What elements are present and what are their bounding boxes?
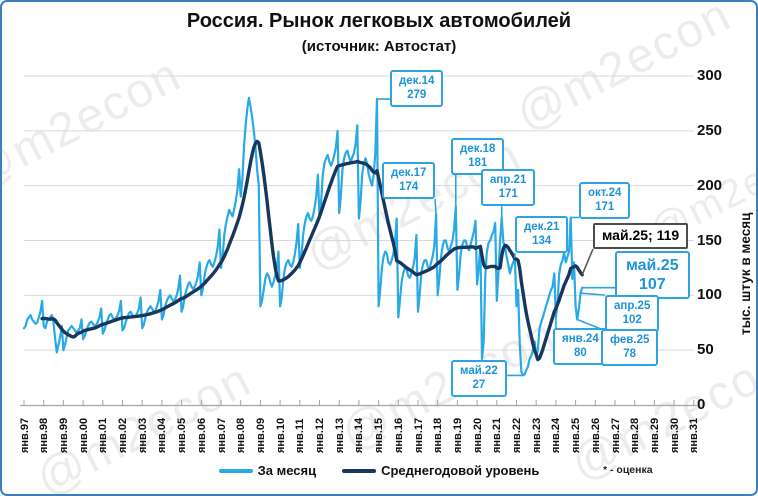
legend-item-monthly: За месяц <box>218 463 317 478</box>
legend: За месяц Среднегодовой уровень <box>2 463 756 478</box>
callout-дек.14: дек.14 279 <box>390 70 444 107</box>
x-tick-label: янв.00 <box>77 417 90 453</box>
callout-value: 27 <box>472 379 486 392</box>
callout-leader <box>580 292 606 296</box>
callout-окт.24: окт.24 171 <box>579 182 631 219</box>
callout-май.25: май.25 107 <box>615 251 690 300</box>
estimate-note: * - оценка <box>603 464 653 476</box>
x-tick-label: янв.25 <box>570 417 583 453</box>
x-tick-label: янв.19 <box>451 417 464 453</box>
x-tick-label: янв.31 <box>688 417 701 453</box>
callout-leader <box>434 198 437 215</box>
callout-value: 171 <box>595 201 615 214</box>
callout-value: 80 <box>573 347 587 360</box>
x-tick-label: янв.11 <box>294 418 307 453</box>
x-tick-label: янв.20 <box>471 417 484 453</box>
callout-value: 279 <box>407 89 427 102</box>
legend-item-annual: Среднегодовой уровень <box>342 463 539 478</box>
callout-дек.17: дек.17 174 <box>382 162 436 199</box>
callout-янв.24: янв.24 80 <box>553 328 608 365</box>
x-tick-label: янв.99 <box>57 417 70 453</box>
callout-label: окт.24 <box>588 187 622 199</box>
x-tick-label: янв.28 <box>629 417 642 453</box>
x-tick-label: янв.97 <box>18 417 31 453</box>
x-tick-label: янв.14 <box>353 417 366 453</box>
callout-value: 171 <box>498 188 518 201</box>
x-tick-label: янв.10 <box>274 417 287 453</box>
x-tick-label: янв.07 <box>215 417 228 453</box>
x-tick-label: янв.06 <box>195 417 208 453</box>
y-tick-label: 150 <box>697 231 723 249</box>
x-tick-label: янв.98 <box>38 417 51 453</box>
x-tick-label: янв.13 <box>333 417 346 453</box>
x-tick-label: янв.09 <box>254 417 267 453</box>
x-tick-label: янв.21 <box>491 417 504 453</box>
legend-label-annual: Среднегодовой уровень <box>381 463 540 478</box>
page-subtitle: (источник: Автостат) <box>301 38 457 55</box>
x-tick-label: янв.02 <box>117 417 129 453</box>
x-tick-label: янв.03 <box>136 417 149 453</box>
callout-апр.25: апр.25 102 <box>605 295 660 332</box>
callout-value: 102 <box>622 314 642 327</box>
legend-label-monthly: За месяц <box>257 463 317 478</box>
x-tick-label: янв.17 <box>412 417 425 453</box>
callout-value: 181 <box>468 157 488 170</box>
callout-label: дек.21 <box>524 221 560 233</box>
y-tick-label: 250 <box>697 121 723 139</box>
callout-label: фев.25 <box>610 334 650 346</box>
callout-value: 107 <box>638 276 666 294</box>
y-tick-label: 0 <box>697 396 706 413</box>
x-tick-label: янв.29 <box>648 417 661 453</box>
callout-leader <box>581 248 594 276</box>
x-tick-label: янв.05 <box>176 417 189 453</box>
callout-value: 78 <box>623 348 637 361</box>
x-tick-label: янв.18 <box>432 417 445 453</box>
series-monthly <box>22 96 584 377</box>
x-tick-label: янв.24 <box>550 417 563 453</box>
callout-label: дек.14 <box>399 75 435 87</box>
callout-leader <box>576 318 602 330</box>
callout-label: апр.21 <box>490 174 527 186</box>
x-tick-label: янв.08 <box>235 417 248 453</box>
x-tick-label: янв.15 <box>373 417 386 453</box>
x-tick-label: янв.30 <box>668 417 681 453</box>
x-tick-label: янв.23 <box>530 417 543 453</box>
y-tick-label: 100 <box>697 286 723 304</box>
callout-апр.21: апр.21 171 <box>481 169 536 206</box>
x-tick-label: янв.04 <box>156 417 169 453</box>
callout-label: янв.24 <box>562 333 599 345</box>
x-tick-label: янв.26 <box>589 417 602 453</box>
series-annual-average <box>40 139 584 362</box>
x-tick-label: янв.12 <box>314 417 326 453</box>
callout-annual-latest: май.25; 119 <box>593 223 689 249</box>
callout-label: дек.17 <box>391 167 427 179</box>
x-tick-label: янв.01 <box>97 417 110 453</box>
callout-label: май.22 <box>460 365 498 377</box>
callout-label: апр.25 <box>614 300 651 312</box>
callout-value: 134 <box>532 235 552 248</box>
legend-swatch-annual <box>342 468 377 473</box>
y-axis-title: тыс. штук в месяц <box>738 212 753 335</box>
x-tick-label: янв.16 <box>392 417 405 453</box>
y-tick-label: 200 <box>697 176 723 194</box>
callout-фев.25: фев.25 78 <box>601 329 659 366</box>
callout-дек.18: дек.18 181 <box>451 138 505 175</box>
callout-дек.21: дек.21 134 <box>515 216 569 253</box>
callout-label: дек.18 <box>460 143 496 155</box>
y-tick-label: 50 <box>697 341 714 359</box>
callout-label: май.25 <box>626 257 679 274</box>
y-tick-label: 300 <box>697 67 723 84</box>
legend-swatch-monthly <box>218 468 253 473</box>
callout-value: 174 <box>399 181 419 194</box>
x-tick-label: янв.27 <box>609 417 622 453</box>
page-title: Россия. Рынок легковых автомобилей <box>186 10 572 32</box>
callout-май.22: май.22 27 <box>451 360 507 397</box>
x-tick-label: янв.22 <box>511 417 523 453</box>
